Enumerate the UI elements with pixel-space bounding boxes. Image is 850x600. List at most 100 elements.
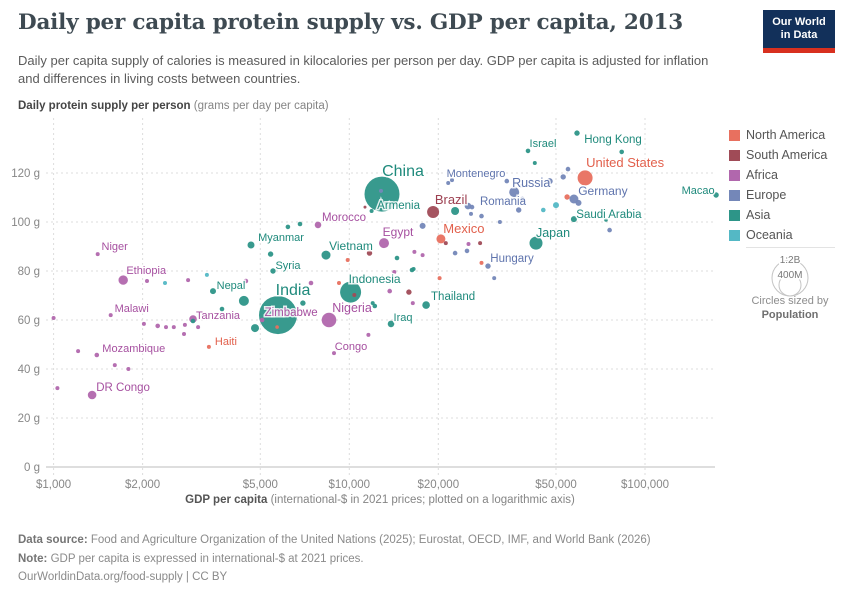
country-dot[interactable] bbox=[297, 221, 303, 227]
country-dot[interactable] bbox=[145, 279, 149, 283]
country-dot-israel[interactable] bbox=[525, 148, 531, 154]
country-dot[interactable] bbox=[582, 211, 586, 216]
legend-item-oceania[interactable]: Oceania bbox=[729, 228, 827, 242]
country-dot[interactable] bbox=[387, 288, 393, 294]
country-dot[interactable] bbox=[565, 166, 571, 172]
country-dot[interactable] bbox=[300, 300, 306, 306]
country-dot-montenegro[interactable] bbox=[450, 178, 454, 183]
country-dot-china[interactable] bbox=[364, 176, 400, 212]
country-dot[interactable] bbox=[497, 220, 502, 224]
country-dot-mozambique[interactable] bbox=[94, 352, 100, 358]
country-dot[interactable] bbox=[466, 242, 471, 246]
country-dot-syria[interactable] bbox=[270, 268, 276, 274]
country-dot[interactable] bbox=[604, 218, 608, 222]
country-dot[interactable] bbox=[392, 270, 397, 274]
country-dot-myanmar[interactable] bbox=[247, 241, 255, 249]
country-dot[interactable] bbox=[190, 318, 196, 324]
country-dot[interactable] bbox=[163, 281, 167, 285]
country-dot[interactable] bbox=[285, 224, 291, 230]
country-dot[interactable] bbox=[446, 181, 451, 185]
country-dot-egypt[interactable] bbox=[379, 238, 389, 249]
country-dot[interactable] bbox=[412, 249, 417, 254]
country-dot[interactable] bbox=[553, 202, 559, 209]
country-dot[interactable] bbox=[366, 332, 371, 337]
legend-item-europe[interactable]: Europe bbox=[729, 188, 827, 202]
country-dot[interactable] bbox=[275, 325, 279, 329]
country-dot-vietnam[interactable] bbox=[321, 250, 331, 260]
country-dot[interactable] bbox=[243, 278, 249, 284]
legend-item-africa[interactable]: Africa bbox=[729, 168, 827, 182]
country-dot[interactable] bbox=[532, 161, 537, 165]
country-dot-armenia[interactable] bbox=[369, 209, 374, 213]
owid-logo[interactable]: Our World in Data bbox=[763, 10, 835, 53]
country-dot-hong-kong[interactable] bbox=[574, 130, 580, 136]
country-dot[interactable] bbox=[370, 301, 375, 306]
country-dot-haiti[interactable] bbox=[206, 344, 211, 349]
country-dot[interactable] bbox=[55, 386, 60, 391]
country-dot[interactable] bbox=[308, 280, 314, 286]
country-dot[interactable] bbox=[196, 325, 201, 330]
country-dot-niger[interactable] bbox=[95, 252, 100, 257]
legend-item-south-america[interactable]: South America bbox=[729, 148, 827, 162]
country-dot[interactable] bbox=[411, 267, 416, 271]
country-dot[interactable] bbox=[469, 204, 475, 210]
country-dot[interactable] bbox=[452, 250, 458, 256]
country-dot[interactable] bbox=[520, 196, 525, 202]
country-dot-romania[interactable] bbox=[464, 202, 472, 210]
country-dot[interactable] bbox=[76, 349, 81, 354]
country-dot-nepal[interactable] bbox=[210, 288, 216, 295]
country-dot-ethiopia[interactable] bbox=[118, 275, 128, 285]
country-dot[interactable] bbox=[479, 260, 484, 265]
country-dot[interactable] bbox=[479, 213, 484, 219]
country-dot-congo[interactable] bbox=[332, 351, 336, 356]
country-dot[interactable] bbox=[546, 178, 553, 185]
country-dot[interactable] bbox=[464, 248, 470, 254]
country-dot[interactable] bbox=[155, 323, 160, 329]
country-dot[interactable] bbox=[126, 367, 131, 371]
country-dot[interactable] bbox=[251, 324, 259, 333]
country-dot[interactable] bbox=[352, 293, 357, 297]
country-dot[interactable] bbox=[492, 276, 497, 281]
country-dot-brazil[interactable] bbox=[427, 206, 440, 218]
country-dot-malawi[interactable] bbox=[108, 313, 113, 318]
country-dot-hungary[interactable] bbox=[485, 263, 491, 269]
country-dot[interactable] bbox=[443, 241, 448, 246]
country-dot[interactable] bbox=[186, 278, 191, 283]
country-dot[interactable] bbox=[345, 258, 350, 262]
country-dot[interactable] bbox=[516, 207, 522, 213]
country-dot[interactable] bbox=[410, 301, 415, 306]
country-dot[interactable] bbox=[451, 207, 460, 215]
legend-item-north-america[interactable]: North America bbox=[729, 128, 827, 142]
country-dot[interactable] bbox=[419, 222, 426, 229]
country-dot[interactable] bbox=[204, 272, 209, 277]
country-dot[interactable] bbox=[379, 188, 383, 193]
country-dot[interactable] bbox=[112, 363, 117, 368]
country-dot[interactable] bbox=[267, 251, 274, 257]
country-dot[interactable] bbox=[469, 211, 473, 216]
country-dot[interactable] bbox=[238, 295, 249, 306]
country-dot[interactable] bbox=[560, 174, 566, 180]
country-dot-india[interactable] bbox=[259, 296, 297, 335]
country-dot-indonesia[interactable] bbox=[340, 281, 362, 303]
country-dot-dr-congo[interactable] bbox=[87, 390, 97, 400]
country-dot-macao[interactable] bbox=[713, 192, 719, 198]
country-dot-saudi-arabia[interactable] bbox=[570, 216, 577, 223]
country-dot[interactable] bbox=[519, 184, 524, 188]
country-dot-iraq[interactable] bbox=[387, 320, 395, 328]
country-dot-mexico[interactable] bbox=[436, 234, 446, 244]
country-dot[interactable] bbox=[141, 321, 146, 326]
country-dot[interactable] bbox=[406, 289, 412, 295]
country-dot[interactable] bbox=[504, 178, 510, 184]
country-dot[interactable] bbox=[394, 255, 400, 261]
country-dot[interactable] bbox=[478, 241, 483, 246]
country-dot[interactable] bbox=[363, 205, 367, 209]
country-dot[interactable] bbox=[437, 276, 442, 281]
country-dot[interactable] bbox=[164, 325, 168, 330]
country-dot[interactable] bbox=[337, 281, 341, 285]
country-dot[interactable] bbox=[366, 250, 373, 256]
country-dot-russia[interactable] bbox=[509, 187, 520, 198]
legend-item-asia[interactable]: Asia bbox=[729, 208, 827, 222]
country-dot[interactable] bbox=[182, 332, 186, 336]
country-dot[interactable] bbox=[51, 316, 56, 320]
country-dot[interactable] bbox=[182, 322, 187, 327]
